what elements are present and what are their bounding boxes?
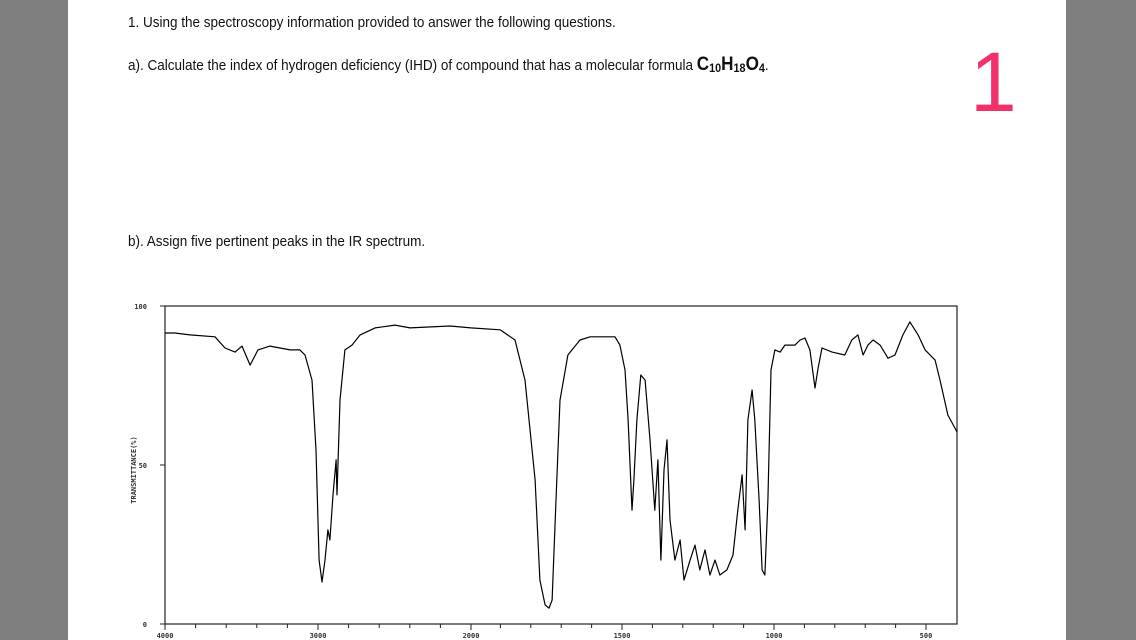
x-tick-label: 3000 (310, 632, 327, 640)
formula-o: O (745, 54, 759, 75)
formula-period: . (764, 57, 769, 74)
formula-c: C (696, 54, 710, 75)
part-a-text: a). Calculate the index of hydrogen defi… (128, 57, 694, 74)
question-part-b: b). Assign five pertinent peaks in the I… (128, 233, 426, 250)
question-intro: 1. Using the spectroscopy information pr… (128, 14, 616, 31)
x-tick-label: 500 (920, 632, 933, 640)
formula-h: H (721, 54, 734, 75)
x-tick-label: 4000 (157, 632, 174, 640)
formula-c-count: 10 (709, 61, 722, 75)
x-tick-label: 1500 (614, 632, 631, 640)
x-tick-label: 1000 (766, 632, 783, 640)
page-number: 1 (970, 35, 1017, 129)
x-tick-label: 2000 (463, 632, 480, 640)
y-axis-label: TRANSMITTANCE(%) (130, 436, 138, 503)
formula-o-count: 4 (758, 61, 765, 75)
spectrum-line (165, 321, 958, 609)
y-tick-label: 0 (143, 621, 147, 629)
document-page: 1. Using the spectroscopy information pr… (68, 0, 1066, 640)
y-tick-label: 100 (134, 303, 147, 311)
y-tick-label: 50 (139, 462, 147, 470)
molecular-formula: C10H18O4 (697, 54, 765, 75)
question-part-a: a). Calculate the index of hydrogen defi… (128, 54, 769, 76)
formula-h-count: 18 (733, 61, 746, 75)
